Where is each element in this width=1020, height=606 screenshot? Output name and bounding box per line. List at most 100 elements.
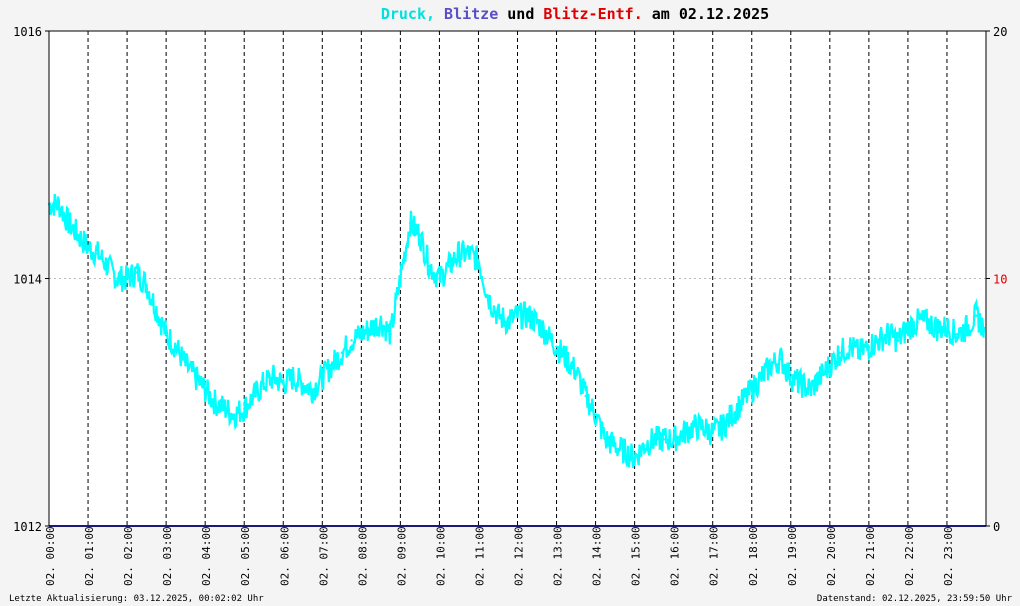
series-point-druck	[906, 326, 910, 330]
series-point-druck	[311, 388, 314, 392]
series-point-druck	[682, 431, 685, 435]
series-point-druck	[721, 425, 724, 429]
series-point-druck	[701, 425, 705, 429]
x-tick-label: 02. 17:00	[708, 526, 721, 586]
series-point-druck	[360, 332, 363, 336]
series-point-druck	[613, 444, 617, 447]
series-point-druck	[867, 345, 871, 348]
series-point-druck	[67, 221, 70, 225]
title-part: Blitz-Entf.	[534, 5, 642, 23]
title-part: Druck,	[381, 5, 435, 23]
series-point-druck	[96, 252, 100, 255]
series-point-druck	[982, 326, 986, 330]
series-point-druck	[662, 438, 666, 441]
series-point-druck	[955, 332, 958, 336]
series-point-druck	[408, 221, 412, 225]
footer-last-update: Letzte Aktualisierung: 03.12.2025, 00:02…	[9, 594, 264, 604]
series-point-druck	[291, 376, 295, 379]
series-point-druck	[321, 376, 324, 379]
series-point-druck	[106, 264, 109, 268]
series-point-druck	[555, 345, 558, 348]
series-point-druck	[213, 401, 217, 404]
series-point-druck	[164, 332, 168, 336]
x-tick-label: 02. 12:00	[513, 526, 526, 586]
x-ticks: 02. 00:00 02. 01:00 02. 02:00 02. 03:00 02. …	[44, 526, 955, 586]
series-point-druck	[545, 332, 548, 336]
series-point-druck	[135, 271, 139, 274]
series-point-druck	[526, 314, 529, 317]
x-tick-label: 02. 00:00	[44, 526, 57, 586]
x-tick-label: 02. 13:00	[552, 526, 565, 586]
x-tick-label: 02. 05:00	[239, 526, 252, 586]
series-point-druck	[574, 370, 578, 373]
series-point-druck	[369, 326, 373, 330]
right-tick-label: 20	[993, 25, 1007, 39]
series-point-druck	[340, 351, 344, 354]
x-tick-label: 02. 16:00	[669, 526, 682, 586]
series-point-druck	[428, 264, 431, 268]
series-point-druck	[770, 363, 773, 367]
series-point-druck	[467, 252, 470, 255]
series-point-druck	[604, 438, 607, 441]
footer-data-status: Datenstand: 02.12.2025, 23:59:50 Uhr	[817, 594, 1013, 604]
series-point-druck	[447, 264, 451, 268]
left-tick-label: 1014	[13, 273, 42, 287]
series-point-druck	[633, 456, 636, 460]
series-point-druck	[506, 320, 509, 324]
series-point-druck	[389, 332, 392, 336]
series-point-druck	[691, 425, 695, 429]
series-point-druck	[145, 283, 148, 286]
left-tick-label: 1016	[13, 25, 42, 39]
x-tick-label: 02. 23:00	[942, 526, 955, 586]
chart-title: Druck, Blitze und Blitz-Entf. am 02.12.2…	[381, 5, 769, 23]
title-part: und	[498, 5, 534, 23]
series-point-druck	[623, 450, 627, 453]
series-point-druck	[740, 401, 744, 404]
series-point-druck	[223, 407, 226, 410]
series-point-druck	[203, 388, 207, 392]
series-point-druck	[838, 351, 841, 354]
x-tick-label: 02. 02:00	[122, 526, 135, 586]
series-point-druck	[565, 357, 568, 361]
series-point-druck	[760, 376, 763, 379]
x-tick-label: 02. 10:00	[434, 526, 447, 586]
series-point-druck	[887, 332, 890, 336]
series-point-druck	[243, 407, 246, 410]
x-tick-label: 02. 03:00	[161, 526, 174, 586]
series-point-druck	[86, 246, 90, 249]
series-point-druck	[282, 382, 285, 385]
series-point-druck	[301, 382, 304, 385]
series-point-druck	[350, 339, 353, 342]
series-point-druck	[194, 376, 197, 379]
series-point-druck	[457, 252, 461, 255]
series-layer	[47, 193, 986, 527]
series-point-druck	[418, 233, 422, 237]
series-point-druck	[155, 308, 158, 311]
series-point-druck	[975, 314, 978, 317]
series-point-druck	[330, 363, 334, 367]
x-tick-label: 02. 19:00	[786, 526, 799, 586]
x-tick-label: 02. 11:00	[473, 526, 486, 586]
series-point-druck	[799, 382, 802, 385]
series-point-druck	[926, 320, 929, 324]
series-point-druck	[818, 376, 822, 379]
x-tick-label: 02. 06:00	[278, 526, 291, 586]
x-tick-label: 02. 01:00	[83, 526, 96, 586]
right-y-ticks: 0 10 20	[986, 25, 1007, 534]
series-point-druck	[935, 326, 939, 330]
series-point-druck	[184, 363, 187, 367]
series-point-druck	[896, 339, 900, 342]
x-tick-label: 02. 08:00	[356, 526, 369, 586]
series-point-druck	[789, 376, 792, 379]
series-point-druck	[857, 351, 861, 354]
x-tick-label: 02. 09:00	[395, 526, 408, 586]
series-point-druck	[848, 345, 851, 348]
title-part: am 02.12.2025	[643, 5, 769, 23]
x-tick-label: 02. 07:00	[317, 526, 330, 586]
series-point-druck	[57, 203, 60, 206]
left-tick-label: 1012	[13, 520, 42, 534]
series-point-druck	[272, 376, 275, 379]
series-point-druck	[779, 357, 783, 361]
